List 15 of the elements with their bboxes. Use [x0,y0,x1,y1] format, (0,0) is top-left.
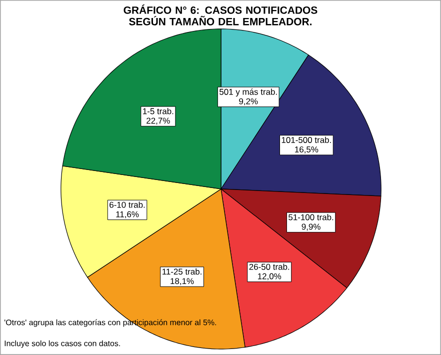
data-label: 9,2% [239,98,258,106]
data-label: 18,1% [170,278,194,286]
slice-label: 11-25 trab. [162,268,202,275]
data-label: 11,6% [116,211,139,218]
slice-label: 6-10 trab. [110,202,145,208]
slice-label: 26-50 trab. [249,264,290,270]
chart-title: GRÁFICO N° 6: CASOS NOTIFICADOS SEGÚN TAMAÑO DEL EMPLEADOR. [124,4,318,26]
data-label: 22,7% [146,118,170,125]
data-label: 9,9% [302,224,320,231]
slice-label: 51-100 trab. [288,214,334,220]
data-label: 12,0% [258,273,282,280]
slice-label: 1-5 trab. [143,108,174,114]
slice-label: 501 y más trab. [220,88,277,97]
data-label: 16,5% [295,146,318,154]
slice-label: 101-500 trab. [282,136,331,143]
